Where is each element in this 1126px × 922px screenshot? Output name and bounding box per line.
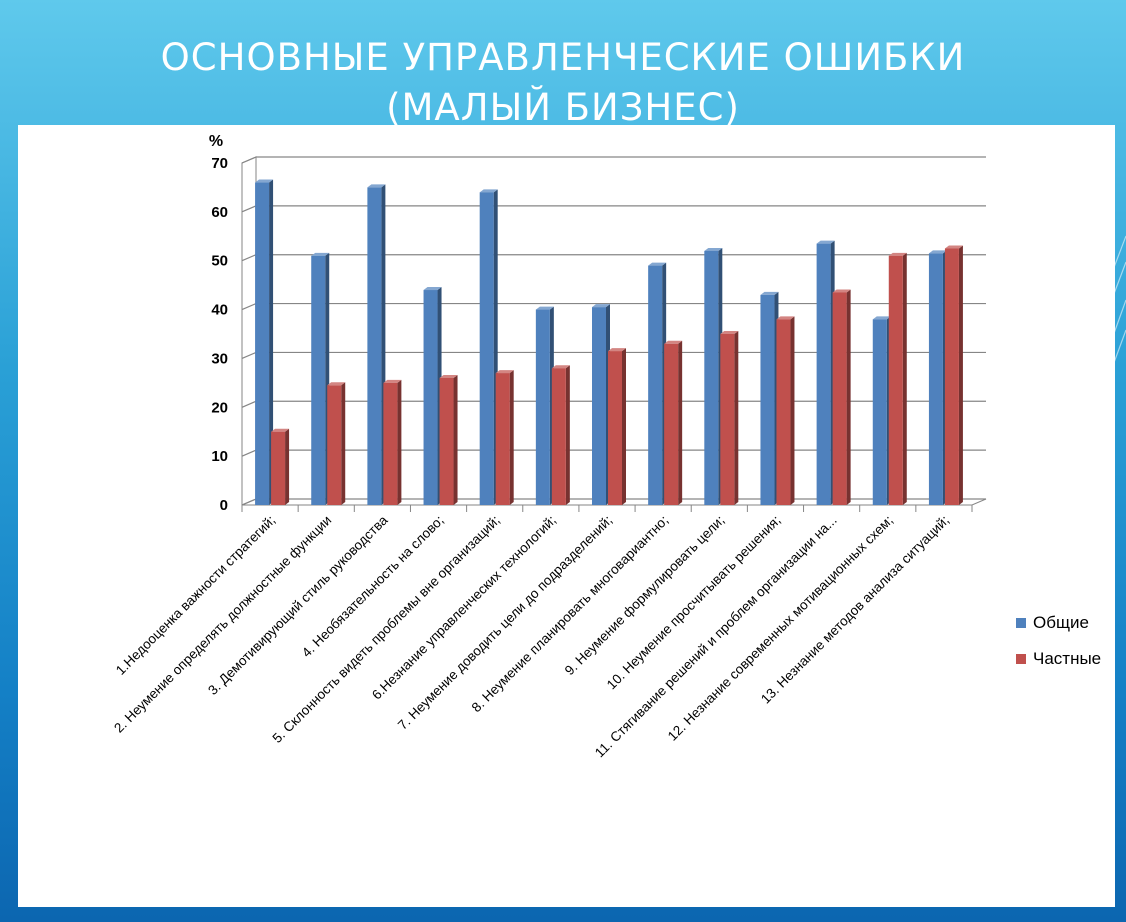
chart-legend: Общие Частные xyxy=(1016,605,1101,677)
legend-item-general: Общие xyxy=(1016,605,1101,641)
legend-swatch-private xyxy=(1016,654,1026,664)
bar-general xyxy=(648,262,667,505)
y-tick-label: 70 xyxy=(211,155,228,172)
gridline xyxy=(241,254,986,262)
bar-private xyxy=(271,428,290,505)
bar-private xyxy=(551,365,570,505)
legend-item-private: Частные xyxy=(1016,641,1101,677)
bar-private xyxy=(495,370,514,505)
bar-general xyxy=(255,179,274,506)
bar-private xyxy=(383,379,402,505)
category-label: 2. Неумение определять должностные функц… xyxy=(111,513,334,736)
bar-general xyxy=(479,189,498,506)
bar-general xyxy=(704,247,723,505)
bar-private xyxy=(720,331,739,505)
y-tick-label: 40 xyxy=(211,302,228,319)
category-label: 7. Неумение доводить цели до подразделен… xyxy=(395,513,615,733)
bar-general xyxy=(816,240,835,505)
legend-label-general: Общие xyxy=(1033,613,1089,632)
slide-title: ОСНОВНЫЕ УПРАВЛЕНЧЕСКИЕ ОШИБКИ (МАЛЫЙ БИ… xyxy=(0,33,1126,133)
bar-general xyxy=(535,306,554,505)
bar-general xyxy=(311,252,330,505)
bar-private xyxy=(776,316,795,505)
y-tick-label: 20 xyxy=(211,399,228,416)
slide-title-line2: (МАЛЫЙ БИЗНЕС) xyxy=(386,85,740,129)
category-label: 8. Неумение планировать многовариантно; xyxy=(469,513,672,716)
bar-general xyxy=(592,304,610,505)
bar-general xyxy=(872,316,891,505)
bar-general xyxy=(760,291,779,505)
y-tick-label: 50 xyxy=(211,253,228,270)
y-tick-label: 10 xyxy=(211,448,228,465)
bar-private xyxy=(944,245,963,505)
bar-private xyxy=(608,348,626,505)
legend-label-private: Частные xyxy=(1033,649,1102,668)
bar-general xyxy=(928,250,947,505)
y-tick-label: 30 xyxy=(211,350,228,367)
gridline xyxy=(241,205,986,213)
legend-swatch-general xyxy=(1016,618,1026,628)
bar-private xyxy=(664,340,683,505)
y-tick-label: 0 xyxy=(220,497,228,514)
bar-general xyxy=(367,184,386,505)
bar-general xyxy=(423,287,442,505)
slide-title-line1: ОСНОВНЫЕ УПРАВЛЕНЧЕСКИЕ ОШИБКИ xyxy=(160,35,966,79)
y-tick-label: 60 xyxy=(211,204,228,221)
gridline xyxy=(241,156,986,164)
chart-panel: 0 10 20 30 40 50 60 70% 1.Недооценка важности ст… xyxy=(18,125,1115,907)
bar-private xyxy=(439,374,458,505)
bar-private xyxy=(327,382,346,505)
gridline xyxy=(241,302,986,311)
bar-private xyxy=(888,252,907,505)
bar-private xyxy=(832,289,851,505)
y-axis-title: % xyxy=(209,133,223,150)
